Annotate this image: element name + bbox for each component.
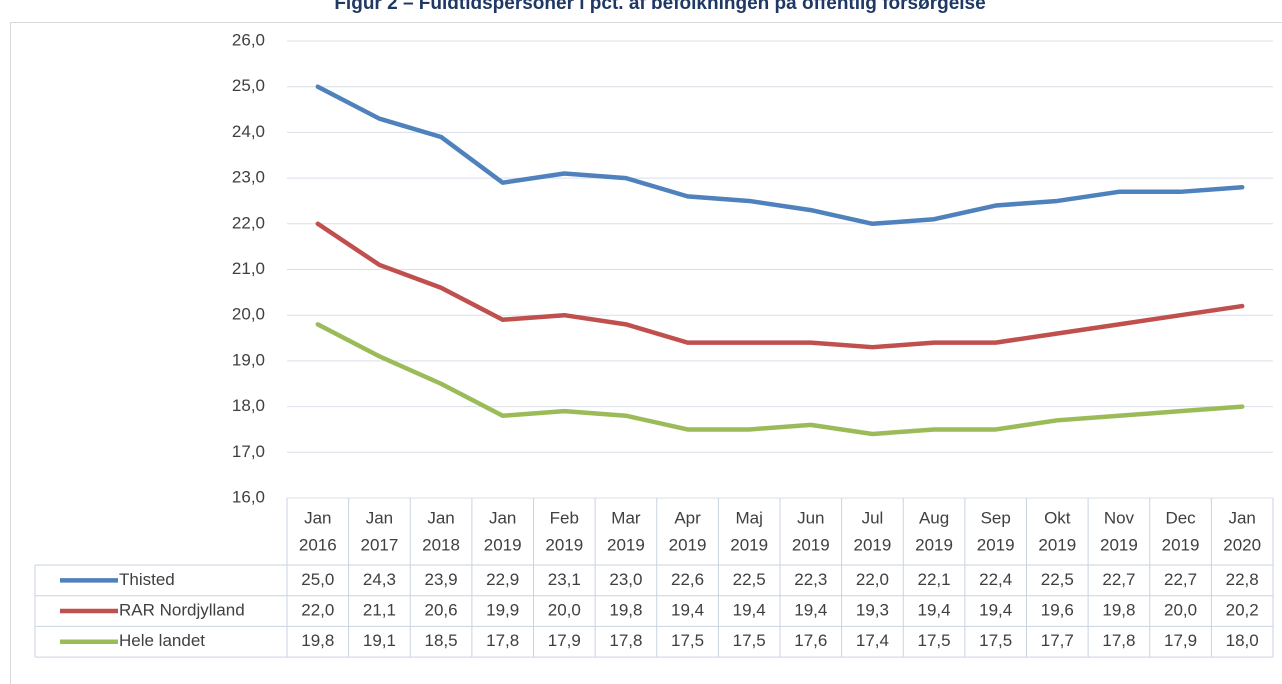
x-tick-label: 2019 — [915, 535, 953, 554]
x-tick-label: Jun — [797, 508, 824, 527]
legend-label: Hele landet — [119, 631, 205, 650]
data-label: 22,9 — [486, 570, 519, 589]
x-tick-label: 2018 — [422, 535, 460, 554]
data-label: 17,5 — [918, 631, 951, 650]
x-tick-label: Mar — [611, 508, 641, 527]
data-label: 17,5 — [733, 631, 766, 650]
x-tick-label: 2017 — [361, 535, 399, 554]
data-label: 22,1 — [918, 570, 951, 589]
data-label: 19,4 — [733, 601, 766, 620]
data-label: 18,0 — [1226, 631, 1259, 650]
y-tick-label: 20,0 — [232, 305, 265, 324]
data-label: 23,1 — [548, 570, 581, 589]
x-tick-label: 2020 — [1223, 535, 1261, 554]
x-tick-label: 2019 — [545, 535, 583, 554]
x-tick-label: Nov — [1104, 508, 1135, 527]
y-tick-label: 17,0 — [232, 442, 265, 461]
data-label: 22,7 — [1102, 570, 1135, 589]
x-tick-label: 2016 — [299, 535, 337, 554]
x-tick-label: 2019 — [854, 535, 892, 554]
data-label: 17,7 — [1041, 631, 1074, 650]
x-tick-label: 2019 — [607, 535, 645, 554]
y-tick-label: 18,0 — [232, 396, 265, 415]
y-tick-label: 19,0 — [232, 350, 265, 369]
data-label: 17,9 — [1164, 631, 1197, 650]
legend-label: RAR Nordjylland — [119, 601, 245, 620]
data-label: 17,5 — [979, 631, 1012, 650]
x-tick-label: 2019 — [1162, 535, 1200, 554]
data-label: 19,8 — [609, 601, 642, 620]
x-tick-label: 2019 — [1100, 535, 1138, 554]
x-tick-label: Maj — [735, 508, 762, 527]
x-tick-label: 2019 — [484, 535, 522, 554]
data-label: 22,5 — [1041, 570, 1074, 589]
series-line — [315, 84, 1245, 227]
data-label: 19,8 — [301, 631, 334, 650]
data-label: 25,0 — [301, 570, 334, 589]
data-label: 17,9 — [548, 631, 581, 650]
x-tick-label: Okt — [1044, 508, 1071, 527]
x-tick-label: Aug — [919, 508, 949, 527]
data-label: 19,6 — [1041, 601, 1074, 620]
data-label: 21,1 — [363, 601, 396, 620]
x-tick-label: 2019 — [730, 535, 768, 554]
data-label: 18,5 — [425, 631, 458, 650]
data-label: 22,7 — [1164, 570, 1197, 589]
data-label: 22,0 — [856, 570, 889, 589]
data-label: 22,0 — [301, 601, 334, 620]
y-tick-label: 22,0 — [232, 213, 265, 232]
chart-title: Figur 2 – Fuldtidspersoner i pct. af bef… — [334, 0, 985, 14]
data-label: 22,5 — [733, 570, 766, 589]
legend-label: Thisted — [119, 570, 175, 589]
data-label: 17,8 — [1102, 631, 1135, 650]
x-tick-label: 2019 — [1038, 535, 1076, 554]
y-tick-label: 26,0 — [232, 30, 265, 49]
data-label: 23,9 — [425, 570, 458, 589]
data-label: 24,3 — [363, 570, 396, 589]
data-label: 17,4 — [856, 631, 889, 650]
x-tick-label: Jan — [1228, 508, 1255, 527]
data-label: 22,6 — [671, 570, 704, 589]
data-label: 20,0 — [1164, 601, 1197, 620]
data-label: 22,8 — [1226, 570, 1259, 589]
data-label: 19,4 — [794, 601, 827, 620]
x-tick-label: Apr — [674, 508, 701, 527]
data-label: 22,3 — [794, 570, 827, 589]
data-label: 19,1 — [363, 631, 396, 650]
data-label: 19,4 — [671, 601, 704, 620]
x-tick-label: Jul — [862, 508, 884, 527]
x-tick-label: Dec — [1165, 508, 1196, 527]
data-label: 19,3 — [856, 601, 889, 620]
data-label: 19,4 — [979, 601, 1012, 620]
data-label: 19,8 — [1102, 601, 1135, 620]
data-label: 20,6 — [425, 601, 458, 620]
series-line — [315, 322, 1245, 437]
y-tick-label: 23,0 — [232, 168, 265, 187]
x-tick-label: 2019 — [792, 535, 830, 554]
data-label: 20,2 — [1226, 601, 1259, 620]
data-label: 17,6 — [794, 631, 827, 650]
data-label: 19,9 — [486, 601, 519, 620]
x-tick-label: Jan — [366, 508, 393, 527]
data-label: 17,5 — [671, 631, 704, 650]
x-tick-label: Jan — [427, 508, 454, 527]
y-tick-label: 21,0 — [232, 259, 265, 278]
y-tick-label: 25,0 — [232, 76, 265, 95]
x-tick-label: 2019 — [977, 535, 1015, 554]
data-label: 17,8 — [486, 631, 519, 650]
y-tick-label: 24,0 — [232, 122, 265, 141]
x-tick-label: Sep — [981, 508, 1011, 527]
data-label: 20,0 — [548, 601, 581, 620]
data-label: 22,4 — [979, 570, 1012, 589]
series-line — [315, 221, 1245, 350]
x-tick-label: Jan — [489, 508, 516, 527]
x-tick-label: Jan — [304, 508, 331, 527]
x-tick-label: Feb — [550, 508, 579, 527]
y-tick-label: 16,0 — [232, 487, 265, 506]
x-tick-label: 2019 — [669, 535, 707, 554]
data-label: 23,0 — [609, 570, 642, 589]
data-label: 19,4 — [918, 601, 951, 620]
data-label: 17,8 — [609, 631, 642, 650]
